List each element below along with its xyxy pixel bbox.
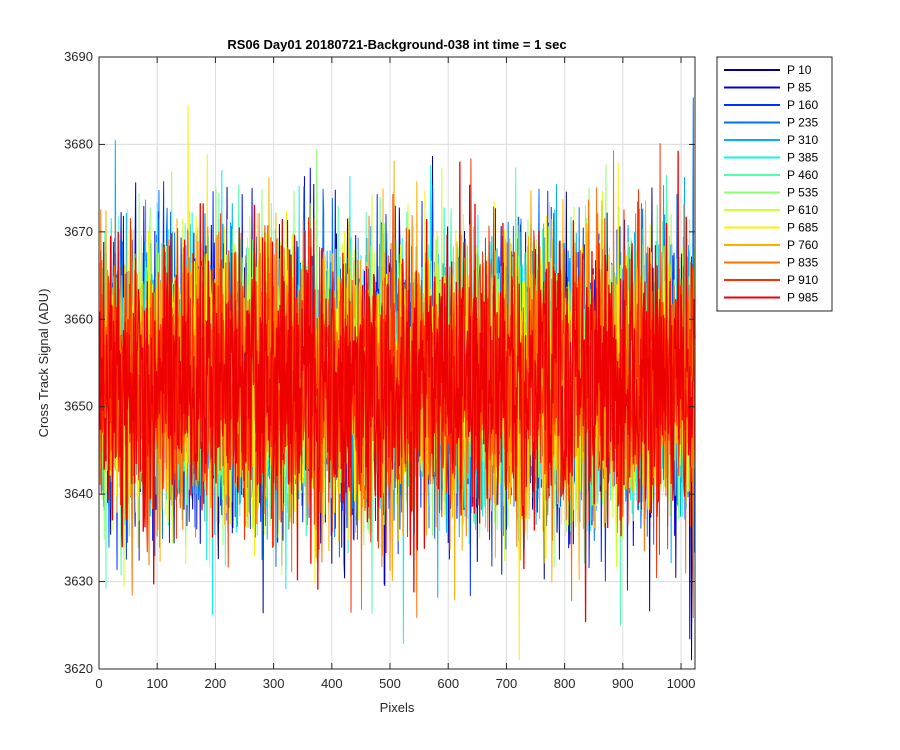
y-tick-label: 3630: [64, 574, 93, 589]
y-tick-label: 3690: [64, 49, 93, 64]
legend-label: P 835: [787, 256, 818, 270]
legend-label: P 85: [787, 81, 812, 95]
x-axis-label: Pixels: [380, 700, 415, 715]
legend-label: P 310: [787, 133, 818, 147]
y-tick-label: 3670: [64, 224, 93, 239]
legend-label: P 385: [787, 151, 818, 165]
legend-box: [716, 56, 833, 312]
x-tick-label: 600: [437, 676, 459, 691]
legend-label: P 160: [787, 98, 818, 112]
x-tick-label: 900: [612, 676, 634, 691]
x-tick-label: 300: [263, 676, 285, 691]
series-line-p985: [98, 150, 696, 622]
x-tick-label: 500: [379, 676, 401, 691]
x-tick-label: 400: [321, 676, 343, 691]
legend-label: P 910: [787, 273, 818, 287]
y-tick-label: 3620: [64, 661, 93, 676]
y-tick-label: 3650: [64, 399, 93, 414]
ticks: 0 100 200 300 400 500 600 700 800 900 1000 3620 3630…: [64, 49, 695, 691]
x-tick-label: 1000: [667, 676, 696, 691]
y-axis-label: Cross Track Signal (ADU): [36, 289, 51, 438]
y-tick-label: 3660: [64, 311, 93, 326]
legend-label: P 535: [787, 186, 818, 200]
series-layer: [98, 97, 696, 661]
legend-label: P 610: [787, 203, 818, 217]
legend-label: P 10: [787, 63, 812, 77]
x-tick-label: 200: [205, 676, 227, 691]
x-tick-label: 100: [146, 676, 168, 691]
x-tick-label: 700: [496, 676, 518, 691]
chart-title: RS06 Day01 20180721-Background-038 int t…: [227, 37, 566, 52]
x-tick-label: 0: [95, 676, 102, 691]
legend-label: P 685: [787, 221, 818, 235]
legend-label: P 460: [787, 168, 818, 182]
legend: P 10 P 85 P 160 P 235 P 310 P 385 P 460 P 535 P …: [716, 56, 833, 312]
legend-label: P 235: [787, 116, 818, 130]
x-tick-label: 800: [554, 676, 576, 691]
y-tick-label: 3640: [64, 486, 93, 501]
plot-frame: [98, 56, 696, 670]
legend-label: P 985: [787, 291, 818, 305]
y-tick-label: 3680: [64, 136, 93, 151]
legend-label: P 760: [787, 238, 818, 252]
